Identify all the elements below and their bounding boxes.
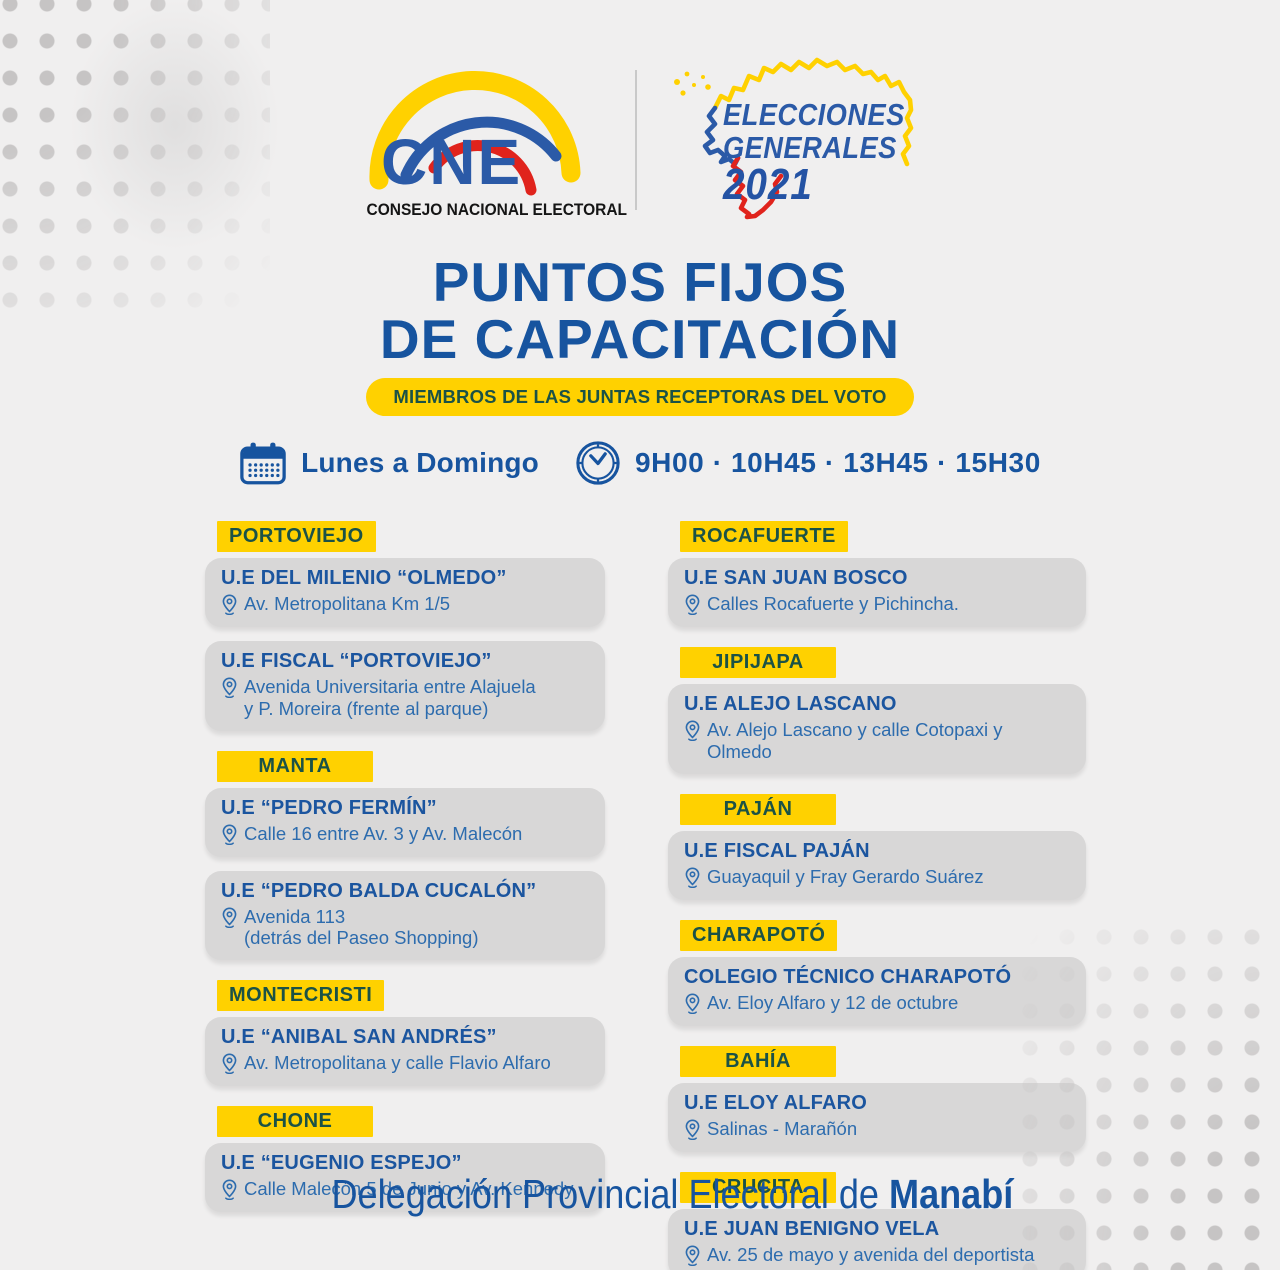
location-pin-icon [684, 867, 701, 889]
venue-card: U.E JUAN BENIGNO VELA Av. 25 de mayo y a… [668, 1208, 1086, 1270]
venue-address: Av. 25 de mayo y avenida del deportista [684, 1244, 1070, 1267]
venue-address: Guayaquil y Fray Gerardo Suárez [684, 866, 1070, 889]
elections-year: 2021 [723, 160, 813, 209]
venue-card: U.E FISCAL PAJÁN Guayaquil y Fray Gerard… [668, 830, 1086, 900]
location-pin-icon [221, 907, 238, 929]
location-pin-icon [221, 824, 238, 846]
footer: Delegación Provincial Electoral de Manab… [32, 1171, 1280, 1217]
venue-address: Avenida 113 (detrás del Paseo Shopping) [221, 906, 589, 949]
venue-card: U.E FISCAL “PORTOVIEJO” Avenida Universi… [205, 641, 605, 731]
venue-name: U.E “PEDRO FERMÍN” [221, 796, 437, 819]
venue-name: COLEGIO TÉCNICO CHARAPOTÓ [684, 965, 1012, 988]
city-tag-charapoto: CHARAPOTÓ [680, 919, 838, 951]
venue-card: U.E ALEJO LASCANO Av. Alejo Lascano y ca… [668, 684, 1086, 774]
venue-card: U.E “ANIBAL SAN ANDRÉS” Av. Metropolitan… [205, 1016, 605, 1086]
location-pin-icon [684, 993, 701, 1015]
venue-card: U.E “EUGENIO ESPEJO” Calle Malecón 5 de … [205, 1142, 605, 1212]
location-pin-icon [684, 594, 701, 616]
venue-address: Salinas - Marañón [684, 1118, 1070, 1141]
header-divider [635, 70, 637, 210]
venue-address: Av. Metropolitana y calle Flavio Alfaro [221, 1052, 589, 1075]
elections-line1: ELECCIONES [723, 97, 905, 132]
location-pin-icon [221, 1053, 238, 1075]
venue-card: U.E “PEDRO BALDA CUCALÓN” Avenida 113 (de… [205, 870, 605, 960]
venue-name: U.E SAN JUAN BOSCO [684, 567, 908, 590]
venue-address: Avenida Universitaria entre Alajuela y P.… [221, 676, 589, 719]
venue-card: U.E ELOY ALFARO Salinas - Marañón [668, 1082, 1086, 1152]
city-tag-rocafuerte: ROCAFUERTE [680, 521, 848, 553]
ecuador-map-outline [674, 57, 914, 220]
venue-name: U.E ALEJO LASCANO [684, 693, 897, 716]
city-tag-pajan: PAJÁN [680, 793, 836, 825]
title-line1: PUNTOS FIJOS [432, 251, 848, 313]
elections-line2: GENERALES [723, 130, 897, 165]
city-tag-bahia: BAHÍA [680, 1045, 836, 1077]
venue-address: Calle Malecón 5 de Junio y Av. Kennedy [221, 1178, 589, 1201]
subtitle-banner: MIEMBROS DE LAS JUNTAS RECEPTORAS DEL VO… [366, 378, 914, 417]
venue-address: Av. Alejo Lascano y calle Cotopaxi y Olm… [684, 719, 1070, 762]
venue-address: Av. Metropolitana Km 1/5 [221, 593, 589, 616]
cne-org-name: CONSEJO NACIONAL ELECTORAL [366, 201, 628, 219]
cne-logo: CNE CONSEJO NACIONAL ELECTORAL [359, 70, 628, 222]
venue-card: U.E SAN JUAN BOSCO Calles Rocafuerte y P… [668, 558, 1086, 628]
footer-text: Delegación Provincial Electoral de [331, 1171, 889, 1217]
cne-acronym: CNE [381, 126, 523, 198]
venue-name: U.E FISCAL “PORTOVIEJO” [221, 650, 492, 673]
venue-name: U.E DEL MILENIO “OLMEDO” [221, 567, 507, 590]
galapagos-dots [674, 71, 711, 96]
venue-card: U.E “PEDRO FERMÍN” Calle 16 entre Av. 3 … [205, 787, 605, 857]
venue-address: Av. Eloy Alfaro y 12 de octubre [684, 992, 1070, 1015]
header: CNE CONSEJO NACIONAL ELECTORAL ELECCI [0, 0, 1280, 238]
venue-name: U.E JUAN BENIGNO VELA [684, 1217, 940, 1240]
venue-address: Calle 16 entre Av. 3 y Av. Malecón [221, 823, 589, 846]
elections-logo: ELECCIONES GENERALES 2021 [663, 46, 921, 238]
venue-name: U.E FISCAL PAJÁN [684, 839, 870, 862]
venue-address: Calles Rocafuerte y Pichincha. [684, 593, 1070, 616]
location-pin-icon [684, 1245, 701, 1267]
location-pin-icon [684, 720, 701, 742]
schedule-times: 9H00 · 10H45 · 13H45 · 15H30 [634, 447, 1041, 479]
venue-name: U.E “EUGENIO ESPEJO” [221, 1151, 462, 1174]
elections-wordmark: ELECCIONES GENERALES 2021 [723, 97, 905, 209]
city-tag-jipijapa: JIPIJAPA [680, 647, 836, 679]
dots-pattern-bottom-right [1022, 929, 1280, 1270]
training-points: PORTOVIEJO U.E DEL MILENIO “OLMEDO” Av. … [0, 521, 1280, 1270]
title-line2: DE CAPACITACIÓN [379, 308, 901, 371]
location-pin-icon [684, 1119, 701, 1141]
schedule-row: Lunes a Domingo 9H00 · 10H45 · 13H45 · 1… [0, 438, 1280, 488]
venue-name: U.E “PEDRO BALDA CUCALÓN” [221, 879, 537, 902]
right-column: ROCAFUERTE U.E SAN JUAN BOSCO Calles Roc… [668, 521, 1086, 1270]
page-title: PUNTOS FIJOS DE CAPACITACIÓN [0, 251, 1280, 371]
venue-card: COLEGIO TÉCNICO CHARAPOTÓ Av. Eloy Alfar… [668, 956, 1086, 1026]
cne-rainbow-arcs [369, 70, 581, 196]
location-pin-icon [221, 677, 238, 699]
footer-province: Manabí [888, 1171, 1013, 1217]
venue-card: U.E DEL MILENIO “OLMEDO” Av. Metropolita… [205, 558, 605, 628]
venue-name: U.E “ANIBAL SAN ANDRÉS” [221, 1025, 497, 1048]
calendar-icon [240, 442, 286, 485]
dots-pattern-top-left [2, 0, 270, 318]
left-column: PORTOVIEJO U.E DEL MILENIO “OLMEDO” Av. … [205, 521, 605, 1270]
city-tag-chone: CHONE [217, 1105, 373, 1137]
venue-name: U.E ELOY ALFARO [684, 1091, 868, 1114]
location-pin-icon [221, 594, 238, 616]
city-tag-portoviejo: PORTOVIEJO [217, 521, 376, 553]
clock-icon [576, 441, 620, 486]
schedule-days: Lunes a Domingo [301, 447, 539, 479]
city-tag-montecristi: MONTECRISTI [217, 979, 385, 1011]
city-tag-manta: MANTA [217, 750, 373, 782]
city-tag-crucita: CRUCITA [680, 1171, 836, 1203]
